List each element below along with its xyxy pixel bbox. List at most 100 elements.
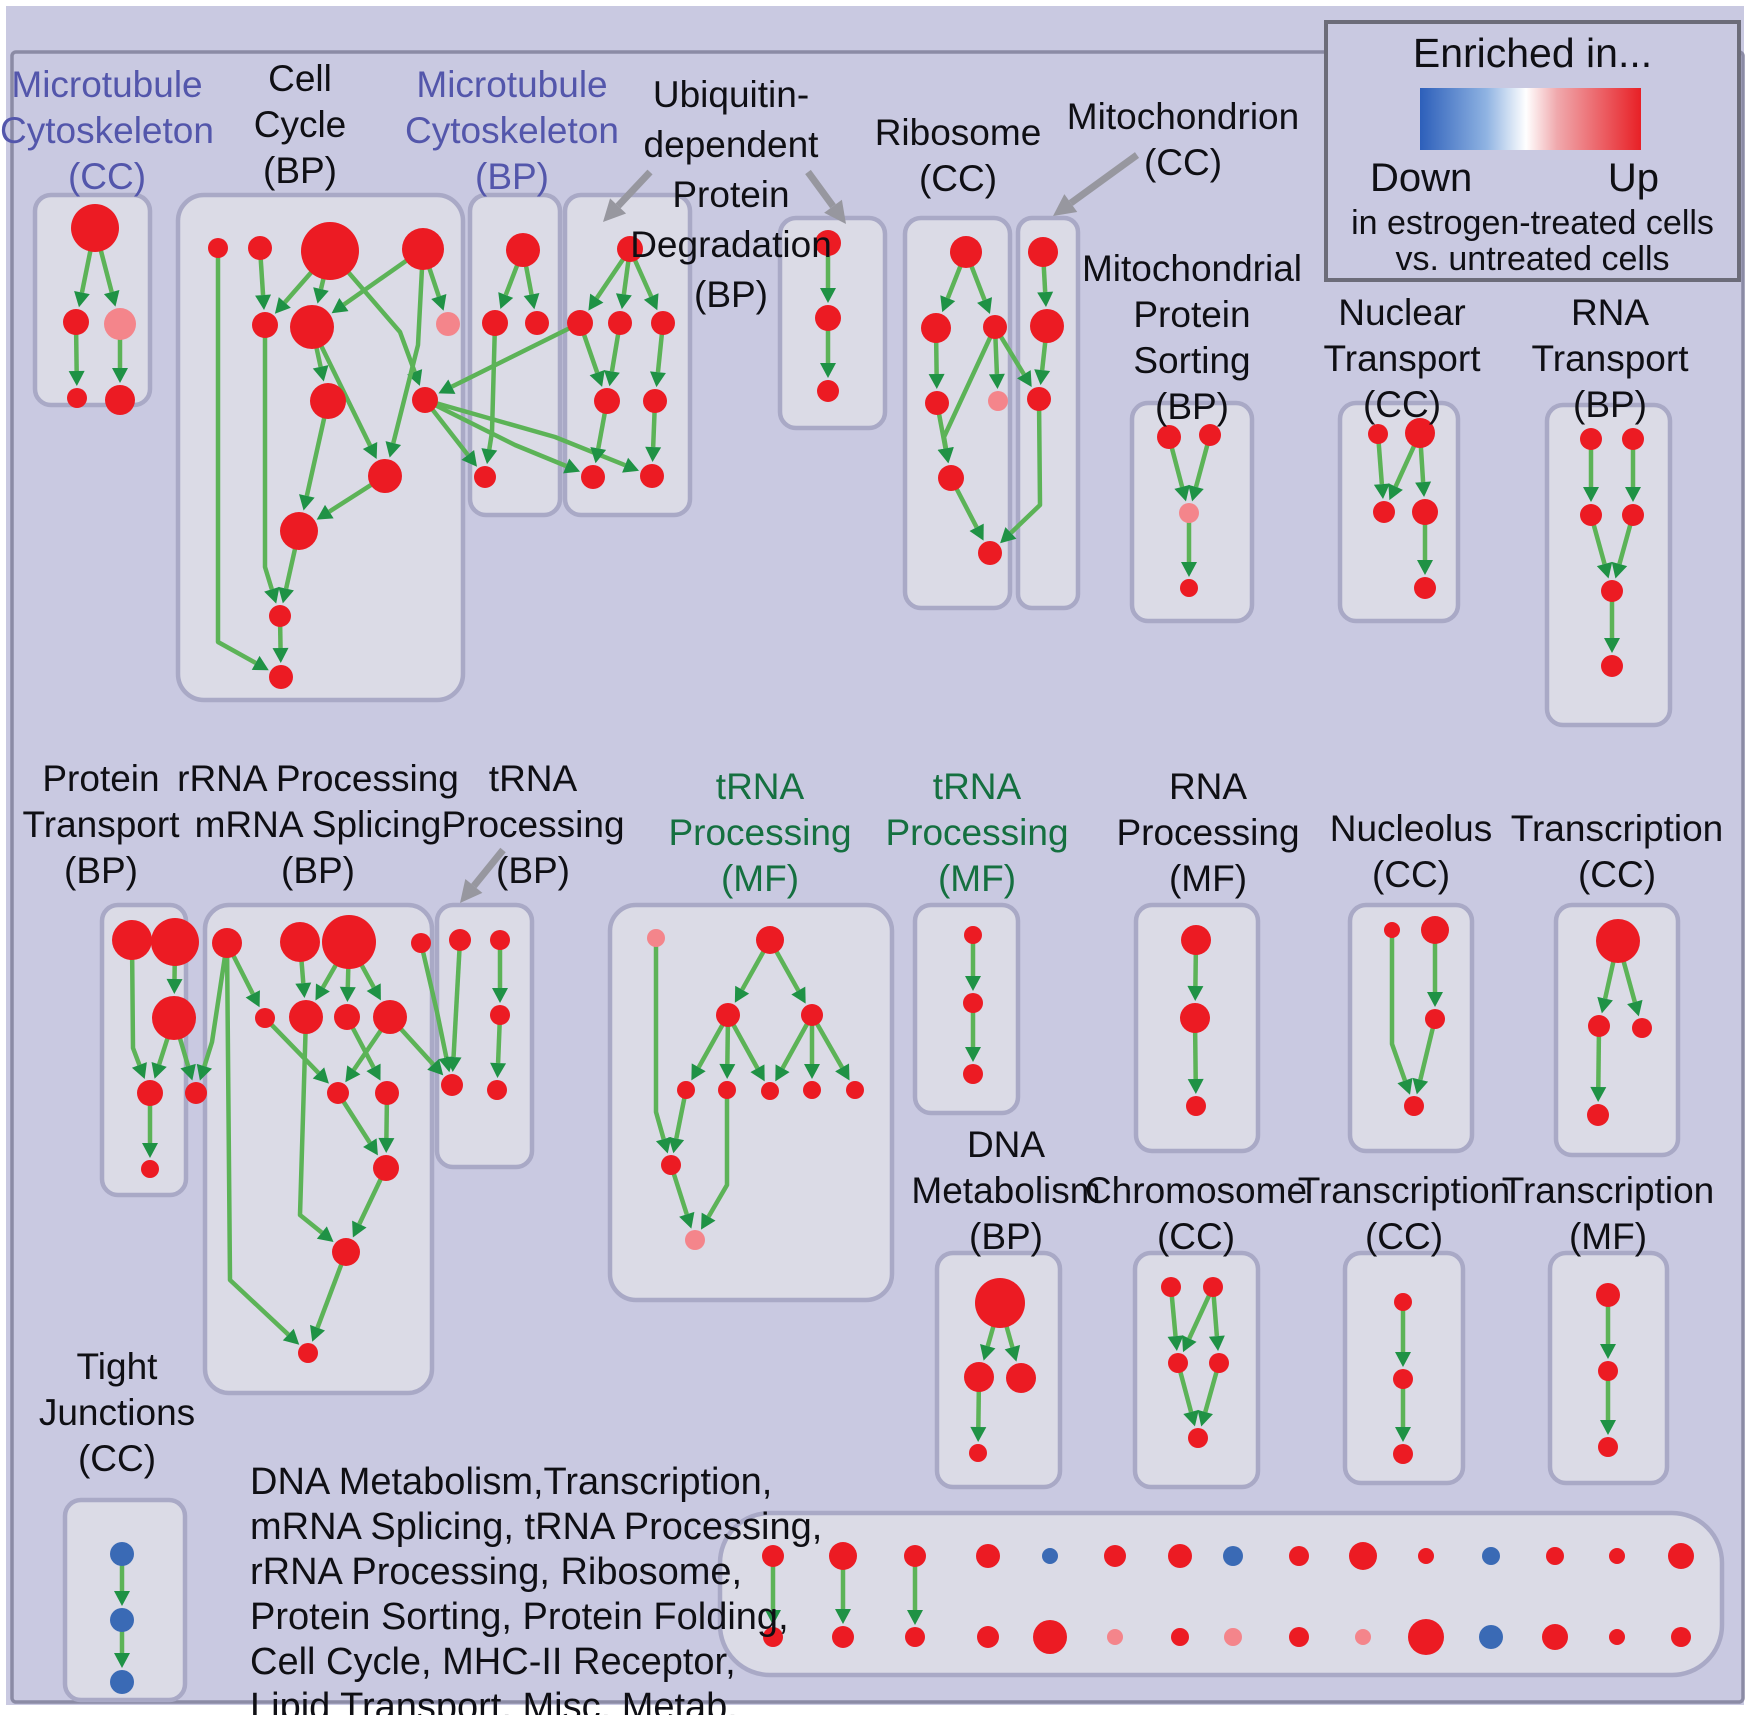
node-mtb1 bbox=[506, 233, 540, 267]
edge-head bbox=[965, 976, 981, 991]
edge bbox=[202, 942, 230, 1067]
node-tb1 bbox=[449, 929, 471, 951]
edge-head bbox=[310, 1324, 325, 1342]
node-tc2 bbox=[1588, 1015, 1610, 1037]
edge-head bbox=[316, 504, 334, 520]
node-mtb2 bbox=[482, 310, 508, 336]
edge-head bbox=[734, 985, 750, 1003]
edge-head bbox=[366, 1063, 381, 1081]
strip-node-top-13 bbox=[1609, 1548, 1625, 1564]
edge-head bbox=[363, 1138, 378, 1156]
edge bbox=[297, 1016, 324, 1235]
edge-head bbox=[492, 988, 508, 1003]
strip-node-bottom-11 bbox=[1479, 1625, 1503, 1649]
node-rb7 bbox=[978, 541, 1002, 565]
node-rrh bbox=[327, 1082, 349, 1104]
node-dm2 bbox=[964, 1362, 994, 1392]
node-tn3 bbox=[963, 1064, 983, 1084]
node-cc9 bbox=[280, 512, 318, 550]
node-ub7 bbox=[581, 465, 605, 489]
box-transcription-cc-mid bbox=[1553, 902, 1681, 1158]
node-tn1 bbox=[964, 926, 982, 944]
node-mtb3 bbox=[525, 311, 549, 335]
strip-node-top-9 bbox=[1349, 1542, 1377, 1570]
node-rp1 bbox=[1181, 925, 1211, 955]
annotation-arrow bbox=[1068, 152, 1140, 206]
node-tm8 bbox=[846, 1081, 864, 1099]
strip-node-bottom-14 bbox=[1671, 1627, 1691, 1647]
chromosome-cc-label: Chromosome (CC) bbox=[1084, 1170, 1308, 1257]
edge bbox=[1009, 398, 1043, 535]
node-rt2 bbox=[1622, 428, 1644, 450]
edge-head bbox=[1412, 1077, 1429, 1095]
node-uv1 bbox=[815, 230, 841, 256]
edge-head bbox=[1625, 487, 1641, 502]
edge-head bbox=[1167, 1335, 1184, 1352]
edge-head bbox=[385, 441, 402, 458]
edge-head bbox=[498, 292, 514, 309]
edge bbox=[653, 938, 666, 1140]
edge-head bbox=[1187, 1078, 1204, 1095]
edge-head bbox=[719, 1063, 736, 1080]
edge-head bbox=[1611, 561, 1628, 579]
edge-head bbox=[1604, 638, 1620, 653]
node-rrd bbox=[255, 1008, 275, 1028]
tight-junctions-cc-label: Tight Junctions (CC) bbox=[38, 1346, 196, 1479]
edge-head bbox=[114, 1653, 130, 1668]
box-trna-processing-bp bbox=[434, 902, 535, 1170]
node-tj2 bbox=[110, 1608, 134, 1632]
node-rb4 bbox=[925, 391, 949, 415]
edge-head bbox=[791, 986, 806, 1004]
edge-head bbox=[345, 1065, 361, 1083]
edge-head bbox=[131, 1062, 147, 1079]
node-rt3 bbox=[1580, 504, 1602, 526]
edge-head bbox=[1017, 370, 1032, 388]
node-ps1 bbox=[1157, 425, 1181, 449]
edge bbox=[1389, 930, 1408, 1082]
strip-node-top-8 bbox=[1289, 1546, 1309, 1566]
node-ub1 bbox=[617, 236, 643, 262]
node-ub3 bbox=[608, 311, 632, 335]
box-nucleolus bbox=[1347, 902, 1475, 1154]
edge-head bbox=[701, 1212, 716, 1230]
edge-head bbox=[282, 1328, 300, 1345]
edge-head bbox=[643, 293, 659, 311]
ribosome-cc-label: Ribosome (CC) bbox=[874, 112, 1042, 199]
node-mcc2 bbox=[63, 309, 89, 335]
node-tm10 bbox=[685, 1230, 705, 1250]
node-rt1 bbox=[1580, 428, 1602, 450]
node-ch5 bbox=[1188, 1428, 1208, 1448]
node-tn2 bbox=[963, 993, 983, 1013]
edge-head bbox=[1182, 1335, 1197, 1353]
node-tc1 bbox=[1596, 919, 1640, 963]
edge-head bbox=[1004, 1345, 1021, 1362]
edge-head bbox=[1174, 484, 1190, 502]
edge-head bbox=[820, 288, 836, 303]
box-misc-strip bbox=[717, 1510, 1725, 1678]
node-ps4 bbox=[1180, 579, 1198, 597]
edge-head bbox=[820, 363, 836, 378]
legend-ends: Down Up bbox=[1328, 156, 1737, 201]
transcription-cc-bottom-label: Transcription (CC) bbox=[1297, 1170, 1511, 1257]
box-nuclear-transport bbox=[1337, 400, 1461, 624]
edge-head bbox=[969, 523, 984, 541]
node-ub8 bbox=[640, 464, 664, 488]
strip-node-top-6 bbox=[1168, 1544, 1192, 1568]
edge-head bbox=[588, 293, 604, 311]
node-tf2 bbox=[1598, 1361, 1618, 1381]
edge-head bbox=[679, 1211, 695, 1229]
node-nu1 bbox=[1384, 922, 1400, 938]
edge-head bbox=[928, 373, 945, 390]
node-rre bbox=[289, 1000, 323, 1034]
strip-node-bottom-10 bbox=[1408, 1619, 1444, 1655]
node-mt2 bbox=[1030, 309, 1064, 343]
edge-head bbox=[1187, 985, 1204, 1002]
node-tm1 bbox=[756, 926, 784, 954]
node-t33 bbox=[1393, 1444, 1413, 1464]
strip-node-bottom-0 bbox=[763, 1627, 783, 1647]
annotation-arrow bbox=[615, 169, 653, 209]
node-pt5 bbox=[185, 1082, 207, 1104]
node-mtb4 bbox=[474, 466, 496, 488]
